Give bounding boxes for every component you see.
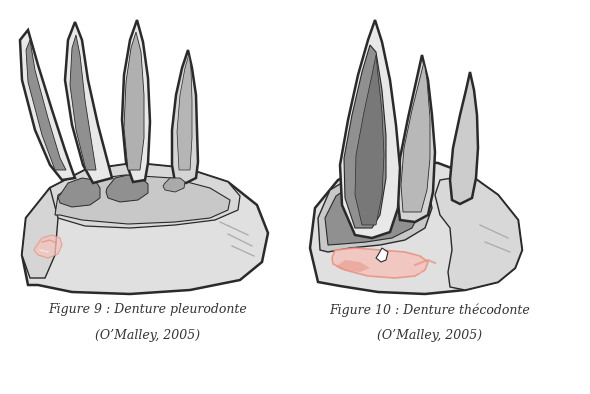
Polygon shape [44, 163, 240, 228]
Polygon shape [336, 260, 370, 272]
Polygon shape [163, 178, 185, 192]
Polygon shape [26, 40, 66, 170]
Polygon shape [172, 50, 198, 183]
Polygon shape [55, 175, 230, 224]
Polygon shape [34, 235, 62, 258]
Polygon shape [325, 178, 420, 245]
Polygon shape [22, 163, 268, 294]
Polygon shape [376, 248, 388, 262]
Polygon shape [401, 62, 430, 212]
Text: (O’Malley, 2005): (O’Malley, 2005) [378, 329, 483, 342]
Polygon shape [20, 30, 75, 180]
Polygon shape [124, 32, 144, 170]
Polygon shape [58, 178, 100, 207]
Text: Figure 9 : Denture pleurodonte: Figure 9 : Denture pleurodonte [48, 303, 247, 316]
Polygon shape [435, 175, 522, 290]
Polygon shape [177, 54, 192, 170]
Polygon shape [344, 45, 386, 228]
Polygon shape [65, 22, 112, 183]
Polygon shape [122, 20, 150, 182]
Polygon shape [450, 72, 478, 204]
Polygon shape [340, 20, 400, 238]
Polygon shape [310, 160, 522, 294]
Text: Figure 10 : Denture thécodonte: Figure 10 : Denture thécodonte [330, 303, 530, 317]
Polygon shape [106, 175, 148, 202]
Polygon shape [397, 55, 435, 222]
Polygon shape [332, 248, 428, 278]
Polygon shape [70, 35, 96, 170]
Polygon shape [355, 55, 384, 225]
Text: (O’Malley, 2005): (O’Malley, 2005) [96, 329, 201, 342]
Polygon shape [318, 170, 432, 252]
Polygon shape [22, 188, 58, 278]
